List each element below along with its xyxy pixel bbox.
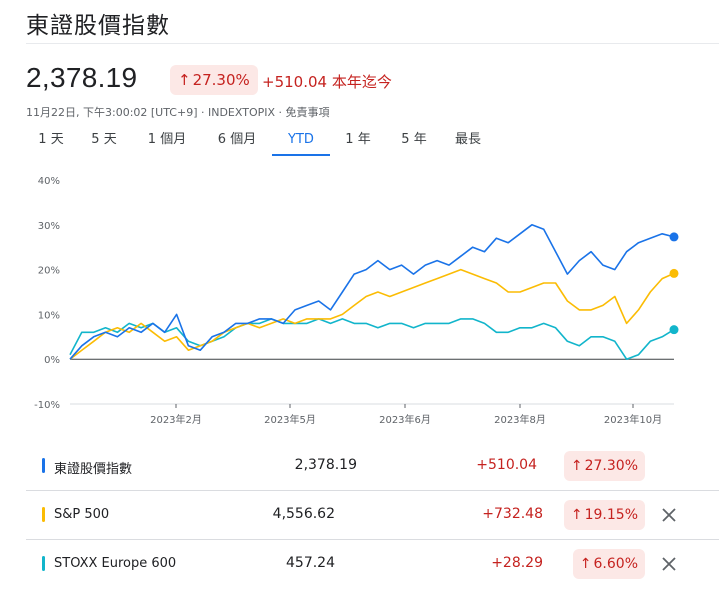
x-tick-label: 2023年2月 <box>150 413 202 426</box>
remove-comparison-close-icon[interactable] <box>657 552 681 576</box>
comparison-percent-badge: ↑ 6.60% <box>572 549 645 579</box>
x-tick-label: 2023年10月 <box>604 413 662 426</box>
x-tick-label: 2023年8月 <box>494 413 546 426</box>
tab-range-5[interactable]: 1 年 <box>345 132 371 147</box>
y-tick-label: 10% <box>38 310 60 321</box>
comparison-price: 4,556.62 <box>272 506 335 522</box>
comparison-name: STOXX Europe 600 <box>54 556 177 571</box>
comparison-name: S&P 500 <box>54 507 110 522</box>
current-price: 2,378.19 <box>26 62 138 93</box>
comparison-percent: 6.60% <box>593 556 638 572</box>
tab-range-2[interactable]: 1 個月 <box>147 132 187 147</box>
x-tick-label: 2023年6月 <box>379 413 431 426</box>
comparison-percent-badge: ↑ 19.15% <box>563 500 645 530</box>
tab-range-3[interactable]: 6 個月 <box>217 132 257 147</box>
series-end-marker-0 <box>669 232 679 242</box>
comparison-percent-badge: ↑ 27.30% <box>563 451 645 481</box>
y-tick-label: -10% <box>34 400 60 411</box>
comparison-list: 東證股價指數 2,378.19 +510.04 ↑ 27.30% S&P 500 4,556… <box>26 442 719 589</box>
y-tick-label: 30% <box>38 221 60 232</box>
up-arrow-icon: ↑ <box>579 556 592 572</box>
up-arrow-icon: ↑ <box>570 507 583 523</box>
line-chart: 40% 30% 20% 10% 0% -10% 2023年2月 2023年5月 2023年6月 2… <box>34 176 679 426</box>
tab-range-6[interactable]: 5 年 <box>401 132 427 147</box>
comparison-name: 東證股價指數 <box>54 462 133 477</box>
y-tick-label: 40% <box>38 176 60 187</box>
series-line-2 <box>69 318 675 360</box>
series-end-marker-1 <box>669 268 679 278</box>
percent-change-value: 27.30% <box>192 71 250 89</box>
time-range-tabs: 1 天 5 天 1 個月 6 個月 YTD 1 年 5 年 最長 <box>26 130 494 156</box>
comparison-change: +510.04 <box>476 457 537 473</box>
comparison-row[interactable]: 東證股價指數 2,378.19 +510.04 ↑ 27.30% <box>26 442 719 491</box>
up-arrow-icon: ↑ <box>570 458 583 474</box>
y-tick-label: 0% <box>44 355 60 366</box>
series-line-1 <box>69 268 675 360</box>
comparison-price: 2,378.19 <box>294 457 357 473</box>
quote-meta: 11月22日, 下午3:00:02 [UTC+9] · INDEXTOPIX ·… <box>26 106 330 119</box>
series-color-swatch <box>42 507 45 522</box>
comparison-percent: 27.30% <box>584 458 638 474</box>
header-divider <box>26 43 719 44</box>
tab-range-1[interactable]: 5 天 <box>91 132 117 147</box>
up-arrow-icon: ↑ <box>178 71 191 89</box>
series-end-marker-2 <box>669 325 679 335</box>
comparison-change: +732.48 <box>482 506 543 522</box>
tab-range-4[interactable]: YTD <box>272 130 330 156</box>
comparison-percent: 19.15% <box>584 507 638 523</box>
tab-range-7[interactable]: 最長 <box>454 132 481 147</box>
comparison-row[interactable]: S&P 500 4,556.62 +732.48 ↑ 19.15% <box>26 491 719 540</box>
x-tick-label: 2023年5月 <box>264 413 316 426</box>
comparison-price: 457.24 <box>286 555 335 571</box>
series-color-swatch <box>42 556 45 571</box>
series-line-0 <box>69 223 675 360</box>
tab-range-0[interactable]: 1 天 <box>38 132 64 147</box>
absolute-change: +510.04 本年迄今 <box>262 73 392 91</box>
page-title: 東證股價指數 <box>26 13 170 39</box>
remove-comparison-close-icon[interactable] <box>657 503 681 527</box>
comparison-change: +28.29 <box>491 555 543 571</box>
series-color-swatch <box>42 458 45 473</box>
percent-change-badge: ↑ 27.30% <box>170 65 258 95</box>
y-tick-label: 20% <box>38 266 60 277</box>
comparison-row[interactable]: STOXX Europe 600 457.24 +28.29 ↑ 6.60% <box>26 540 719 589</box>
